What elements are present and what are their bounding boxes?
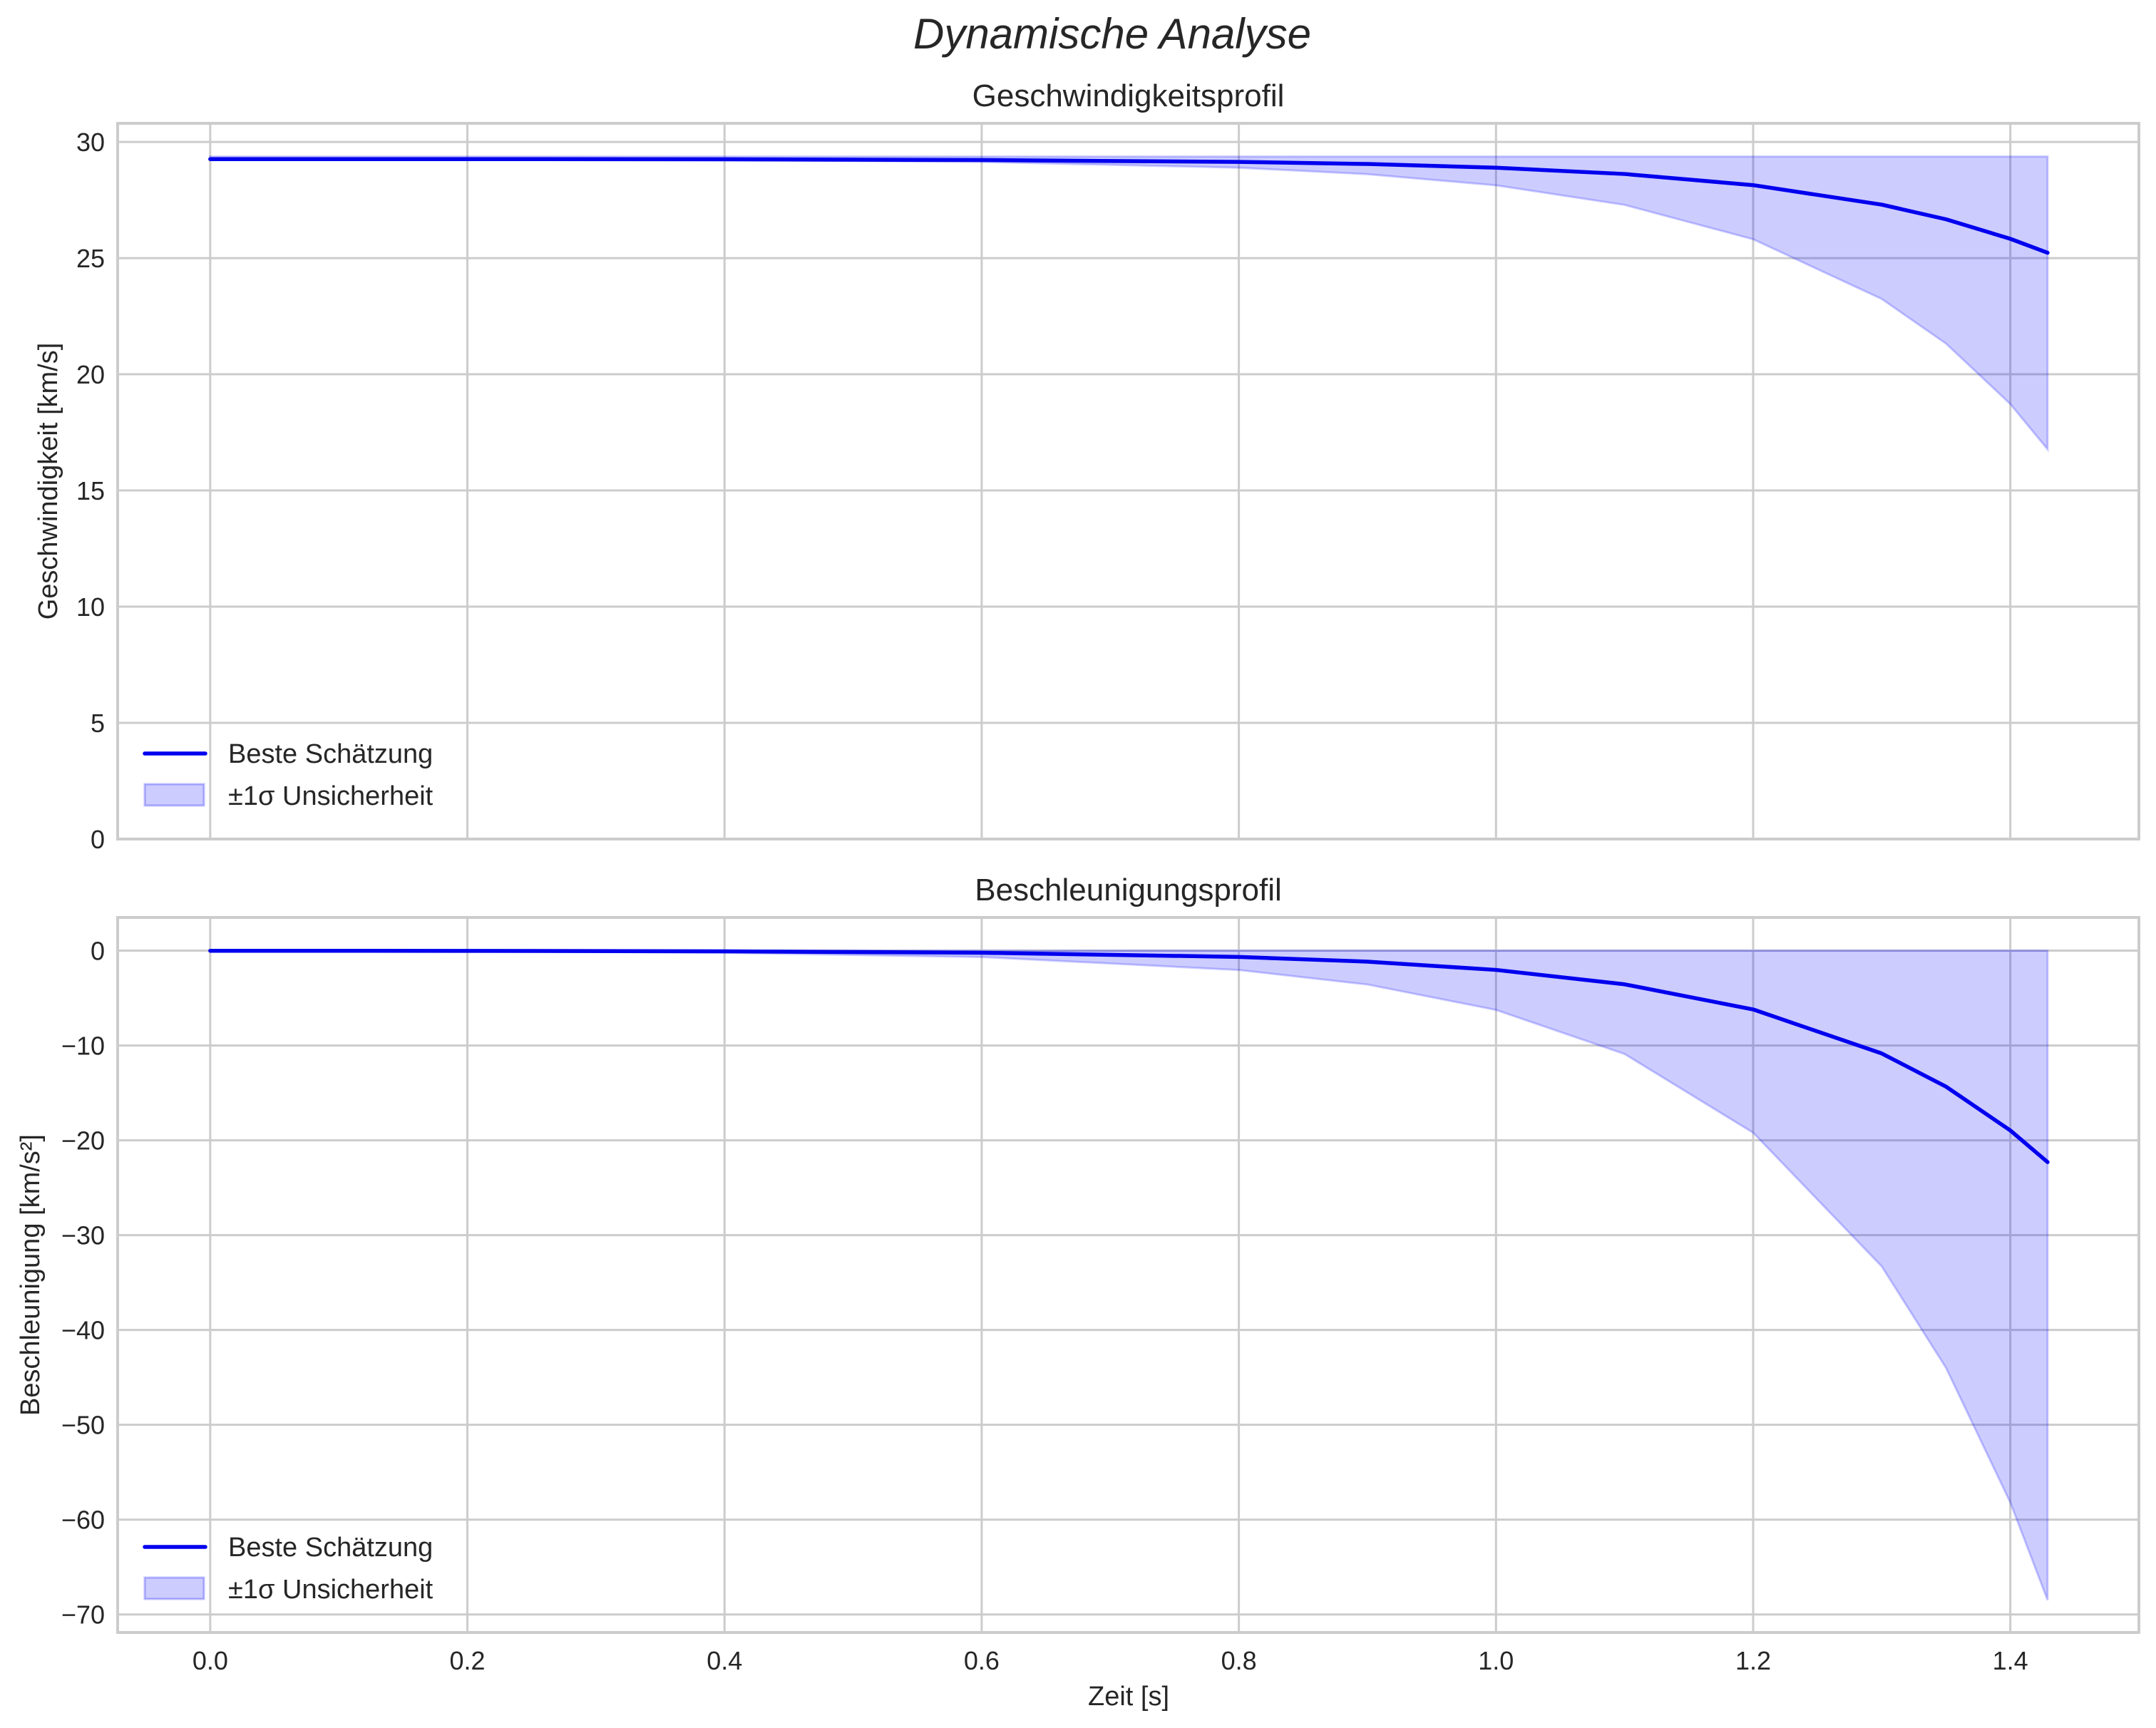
x-tick-label: 0.4 xyxy=(707,1646,742,1675)
y-tick-label: 5 xyxy=(91,709,105,738)
grid xyxy=(118,123,2139,840)
acceleration-subplot-title: Beschleunigungsprofil xyxy=(975,873,1282,907)
y-tick-label: 30 xyxy=(76,128,105,157)
x-tick-label: 1.0 xyxy=(1478,1646,1514,1675)
x-tick-label: 1.2 xyxy=(1735,1646,1771,1675)
figure-title: Dynamische Analyse xyxy=(913,10,1311,58)
uncertainty-band xyxy=(209,155,2049,453)
x-tick-label: 0.0 xyxy=(192,1646,228,1675)
x-tick-label: 0.8 xyxy=(1221,1646,1257,1675)
y-tick-label: 10 xyxy=(76,592,105,622)
uncertainty-band xyxy=(209,950,2049,1601)
y-tick-label: −60 xyxy=(61,1506,105,1535)
velocity-subplot-title: Geschwindigkeitsprofil xyxy=(972,78,1285,113)
legend-label-best-estimate: Beste Schätzung xyxy=(228,1533,433,1563)
acceleration-subplot: Beschleunigungsprofil 0 −10 −20 −30 −40 −50 −60… xyxy=(16,873,2140,1675)
axes-frame xyxy=(116,122,2140,840)
legend-label-uncertainty: ±1σ Unsicherheit xyxy=(228,781,433,811)
x-tick-label: 0.2 xyxy=(450,1646,486,1675)
y-tick-label: 20 xyxy=(76,360,105,389)
grid xyxy=(118,917,2139,1632)
velocity-subplot: Geschwindigkeitsprofil 0 5 10 15 20 25 30 Geschw… xyxy=(34,78,2140,854)
legend: Beste Schätzung ±1σ Unsicherheit xyxy=(143,1533,433,1605)
y-tick-label: −50 xyxy=(61,1411,105,1440)
y-tick-label: 0 xyxy=(91,825,105,854)
y-tick-label: −20 xyxy=(61,1126,105,1156)
legend-band-swatch xyxy=(143,783,205,807)
legend-label-best-estimate: Beste Schätzung xyxy=(228,739,433,769)
y-tick-label: −10 xyxy=(61,1032,105,1061)
velocity-y-axis-label: Geschwindigkeit [km/s] xyxy=(34,343,63,620)
y-tick-label: −40 xyxy=(61,1316,105,1345)
x-axis-label: Zeit [s] xyxy=(1088,1682,1169,1712)
best-estimate-line xyxy=(208,157,2050,255)
y-tick-label: −30 xyxy=(61,1221,105,1250)
acceleration-y-axis-label: Beschleunigung [km/s²] xyxy=(16,1134,46,1416)
x-tick-label: 1.4 xyxy=(1993,1646,2028,1675)
best-estimate-line xyxy=(208,948,2050,1164)
legend-label-uncertainty: ±1σ Unsicherheit xyxy=(228,1575,433,1605)
legend-band-swatch xyxy=(143,1576,205,1600)
x-tick-label: 0.6 xyxy=(964,1646,1000,1675)
legend: Beste Schätzung ±1σ Unsicherheit xyxy=(143,739,433,811)
y-tick-label: 25 xyxy=(76,244,105,273)
y-tick-label: −70 xyxy=(61,1600,105,1630)
y-tick-label: 15 xyxy=(76,476,105,505)
axes-frame xyxy=(116,916,2140,1634)
y-tick-label: 0 xyxy=(91,937,105,966)
